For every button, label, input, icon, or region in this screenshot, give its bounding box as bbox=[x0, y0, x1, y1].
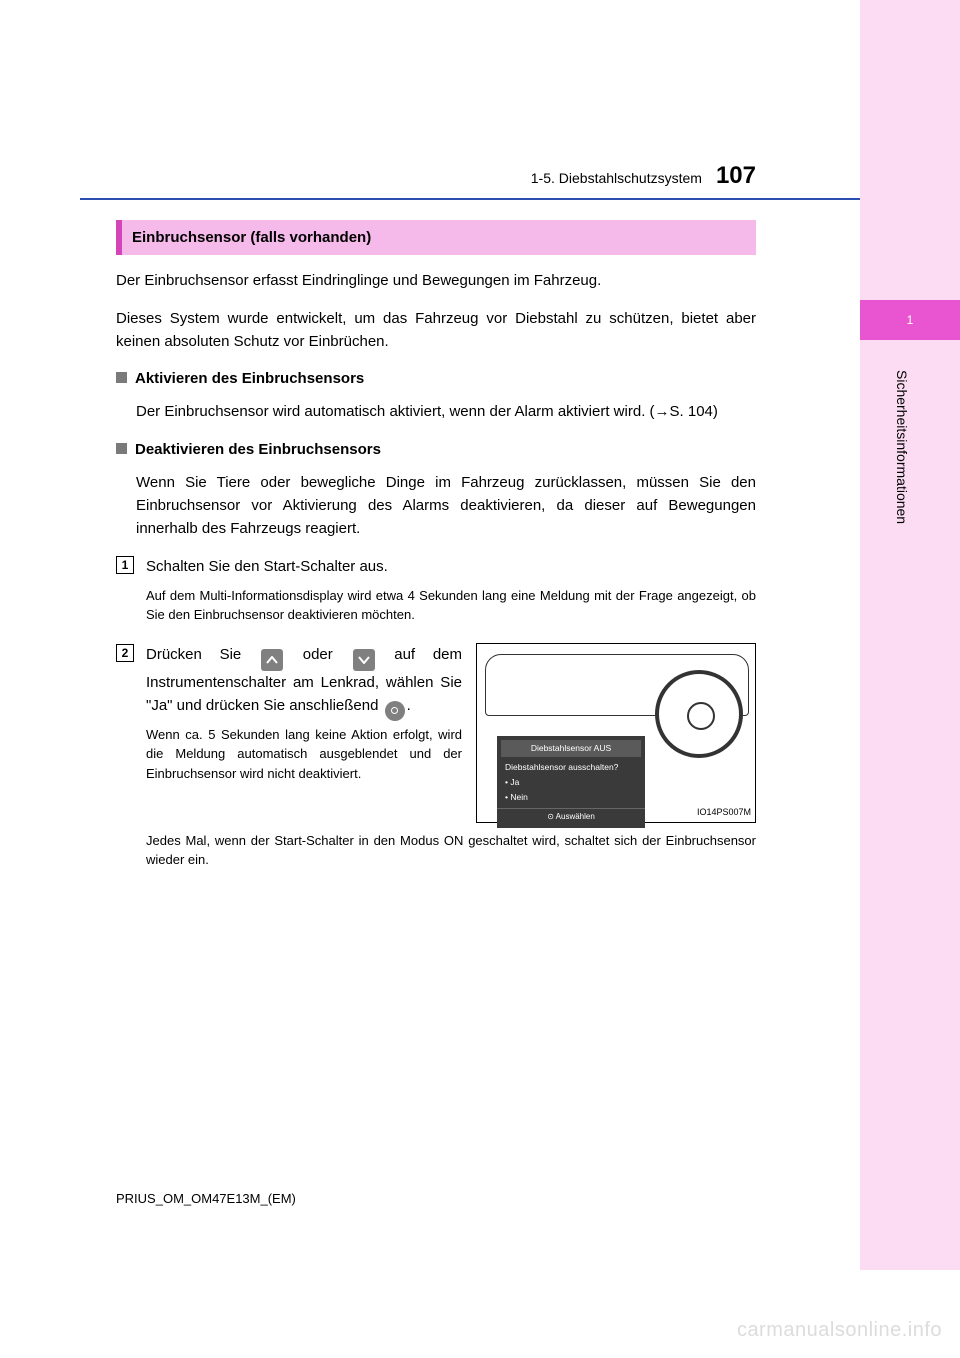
page-content: Einbruchsensor (falls vorhanden) Der Ein… bbox=[116, 220, 756, 878]
chapter-tab: 1 bbox=[860, 300, 960, 340]
step-2-note-2: Jedes Mal, wenn der Start-Schalter in de… bbox=[146, 831, 756, 870]
page-header: 1-5. Diebstahlschutzsystem 107 bbox=[116, 162, 756, 190]
sidebar-right: 1 Sicherheitsinformationen bbox=[860, 0, 960, 1270]
step-2-text: Drücken Sie oder auf dem Instrumentensch… bbox=[146, 643, 462, 721]
display-question: Diebstahlsensor ausschalten? bbox=[497, 760, 645, 775]
intro-paragraph-1: Der Einbruchsensor erfasst Eindringlinge… bbox=[116, 269, 756, 292]
step-number-box: 1 bbox=[116, 556, 134, 574]
step2-frag-b: oder bbox=[303, 646, 351, 663]
step-1-note-row: Auf dem Multi-Informationsdisplay wird e… bbox=[116, 586, 756, 625]
activate-body: Der Einbruchsensor wird automatisch akti… bbox=[116, 400, 756, 423]
down-arrow-icon bbox=[353, 649, 375, 671]
dashboard-figure: Diebstahlsensor AUS Diebstahlsensor auss… bbox=[476, 643, 756, 823]
section-heading-bar: Einbruchsensor (falls vorhanden) bbox=[116, 220, 756, 255]
step2-frag-a: Drücken Sie bbox=[146, 646, 259, 663]
activate-heading: Aktivieren des Einbruchsensors bbox=[135, 367, 364, 390]
chapter-label-vertical: Sicherheitsinformationen bbox=[894, 370, 910, 524]
ok-button-icon bbox=[385, 701, 405, 721]
display-option-no: • Nein bbox=[497, 790, 645, 805]
page-number: 107 bbox=[716, 162, 756, 190]
activate-body-pre: Der Einbruchsensor wird automatisch akti… bbox=[136, 403, 655, 420]
arrow-icon: → bbox=[655, 403, 670, 420]
display-footer: ⊙ Auswählen bbox=[497, 808, 645, 823]
step-1-row: 1 Schalten Sie den Start-Schalter aus. bbox=[116, 555, 756, 578]
intro-paragraph-2: Dieses System wurde entwickelt, um das F… bbox=[116, 307, 756, 354]
steering-wheel-icon bbox=[655, 670, 743, 758]
up-arrow-icon bbox=[261, 649, 283, 671]
step2-frag-d: . bbox=[407, 697, 411, 714]
step-1-note: Auf dem Multi-Informationsdisplay wird e… bbox=[146, 586, 756, 625]
square-bullet-icon bbox=[116, 372, 127, 383]
step-2-note-2-row: Jedes Mal, wenn der Start-Schalter in de… bbox=[116, 831, 756, 870]
header-rule bbox=[80, 198, 860, 200]
display-option-yes: • Ja bbox=[497, 775, 645, 790]
chapter-number: 1 bbox=[907, 313, 914, 327]
figure-code: IO14PS007M bbox=[697, 806, 751, 820]
deactivate-heading-row: Deaktivieren des Einbruchsensors bbox=[116, 438, 756, 461]
activate-body-post: S. 104) bbox=[670, 403, 718, 420]
step-number-box: 2 bbox=[116, 644, 134, 662]
watermark-text: carmanualsonline.info bbox=[737, 1319, 942, 1342]
deactivate-heading: Deaktivieren des Einbruchsensors bbox=[135, 438, 381, 461]
info-display-panel: Diebstahlsensor AUS Diebstahlsensor auss… bbox=[497, 736, 645, 828]
step-2-note-1: Wenn ca. 5 Sekunden lang keine Aktion er… bbox=[146, 725, 462, 784]
display-title: Diebstahlsensor AUS bbox=[501, 740, 641, 757]
document-id-footer: PRIUS_OM_OM47E13M_(EM) bbox=[116, 1191, 296, 1206]
step-2-row: 2 Drücken Sie oder auf dem Instrumentens… bbox=[116, 643, 756, 823]
step-1-text: Schalten Sie den Start-Schalter aus. bbox=[146, 555, 756, 578]
deactivate-body: Wenn Sie Tiere oder bewegliche Dinge im … bbox=[116, 471, 756, 541]
section-path: 1-5. Diebstahlschutzsystem bbox=[531, 170, 702, 186]
square-bullet-icon bbox=[116, 443, 127, 454]
activate-heading-row: Aktivieren des Einbruchsensors bbox=[116, 367, 756, 390]
